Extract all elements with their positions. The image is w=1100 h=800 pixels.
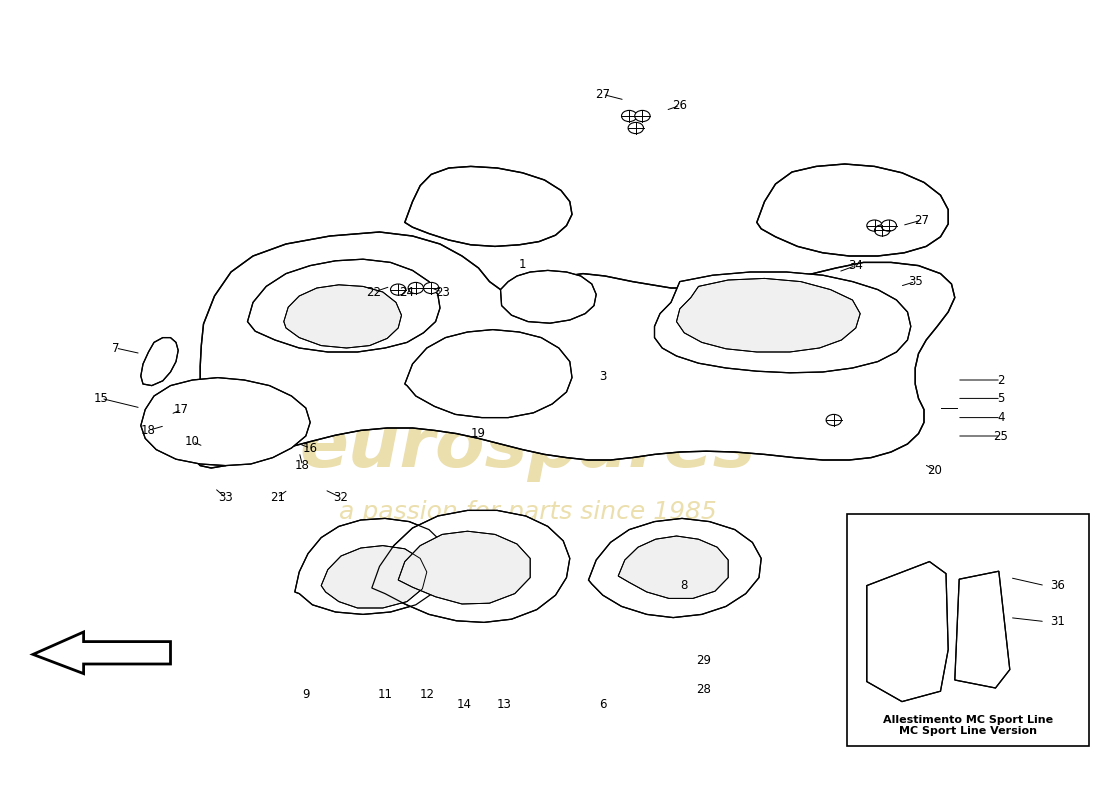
Text: 6: 6 [600,698,606,710]
Text: eurospares: eurospares [299,414,757,482]
Text: 19: 19 [471,427,486,440]
Text: 5: 5 [998,392,1004,405]
Text: 9: 9 [302,688,309,701]
Circle shape [881,220,896,231]
Polygon shape [321,546,427,608]
Text: 14: 14 [456,698,472,710]
Text: 18: 18 [295,459,310,472]
Text: 20: 20 [927,464,943,477]
Text: 18: 18 [141,424,156,437]
Text: 13: 13 [496,698,512,710]
Circle shape [948,563,961,573]
Polygon shape [372,510,570,622]
Text: 1: 1 [519,258,526,270]
Text: 27: 27 [914,214,929,226]
Polygon shape [405,330,572,418]
Text: 21: 21 [270,491,285,504]
Text: 33: 33 [218,491,233,504]
Text: 2: 2 [998,374,1004,386]
Text: 11: 11 [377,688,393,701]
Polygon shape [189,232,955,468]
Polygon shape [398,531,530,604]
Text: 24: 24 [399,286,415,298]
Text: a passion for parts since 1985: a passion for parts since 1985 [339,500,717,524]
Text: 29: 29 [696,654,712,666]
Text: 35: 35 [908,275,923,288]
Polygon shape [141,338,178,386]
Circle shape [635,110,650,122]
Polygon shape [757,164,948,256]
Text: 16: 16 [302,442,318,454]
Polygon shape [654,272,911,373]
Text: 8: 8 [681,579,688,592]
Text: 22: 22 [366,286,382,298]
Text: 36: 36 [1050,579,1066,592]
Text: 7: 7 [112,342,119,354]
Text: 12: 12 [419,688,435,701]
Polygon shape [284,285,402,348]
Text: 28: 28 [696,683,712,696]
Text: 25: 25 [993,430,1009,442]
Circle shape [628,122,643,134]
Circle shape [874,225,890,236]
Text: 15: 15 [94,392,109,405]
Text: 32: 32 [333,491,349,504]
Polygon shape [500,270,596,323]
Polygon shape [676,278,860,352]
Circle shape [390,284,406,295]
Text: 34: 34 [848,259,864,272]
Circle shape [621,110,637,122]
Text: 26: 26 [672,99,688,112]
Polygon shape [248,259,440,352]
Polygon shape [295,518,449,614]
Text: 31: 31 [1050,615,1066,628]
Text: 23: 23 [434,286,450,298]
Text: 10: 10 [185,435,200,448]
Text: 27: 27 [595,88,610,101]
Text: 17: 17 [174,403,189,416]
Circle shape [867,220,882,231]
Polygon shape [405,166,572,246]
Polygon shape [867,562,948,702]
Polygon shape [141,378,310,466]
Polygon shape [33,632,170,674]
FancyBboxPatch shape [847,514,1089,746]
Polygon shape [618,536,728,598]
Circle shape [826,414,842,426]
Polygon shape [955,571,1010,688]
Text: 3: 3 [600,370,606,382]
Polygon shape [588,518,761,618]
Text: 4: 4 [998,411,1004,424]
Circle shape [424,282,439,294]
Text: Allestimento MC Sport Line
MC Sport Line Version: Allestimento MC Sport Line MC Sport Line… [883,715,1053,736]
Circle shape [408,282,424,294]
